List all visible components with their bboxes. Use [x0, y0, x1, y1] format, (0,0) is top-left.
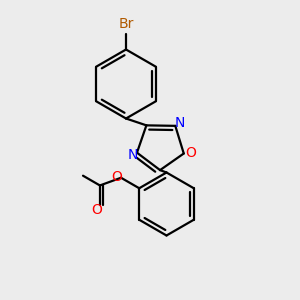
- Text: Br: Br: [118, 17, 134, 32]
- Text: O: O: [92, 203, 102, 217]
- Text: O: O: [185, 146, 196, 160]
- Text: N: N: [128, 148, 138, 162]
- Text: N: N: [174, 116, 185, 130]
- Text: O: O: [111, 169, 122, 184]
